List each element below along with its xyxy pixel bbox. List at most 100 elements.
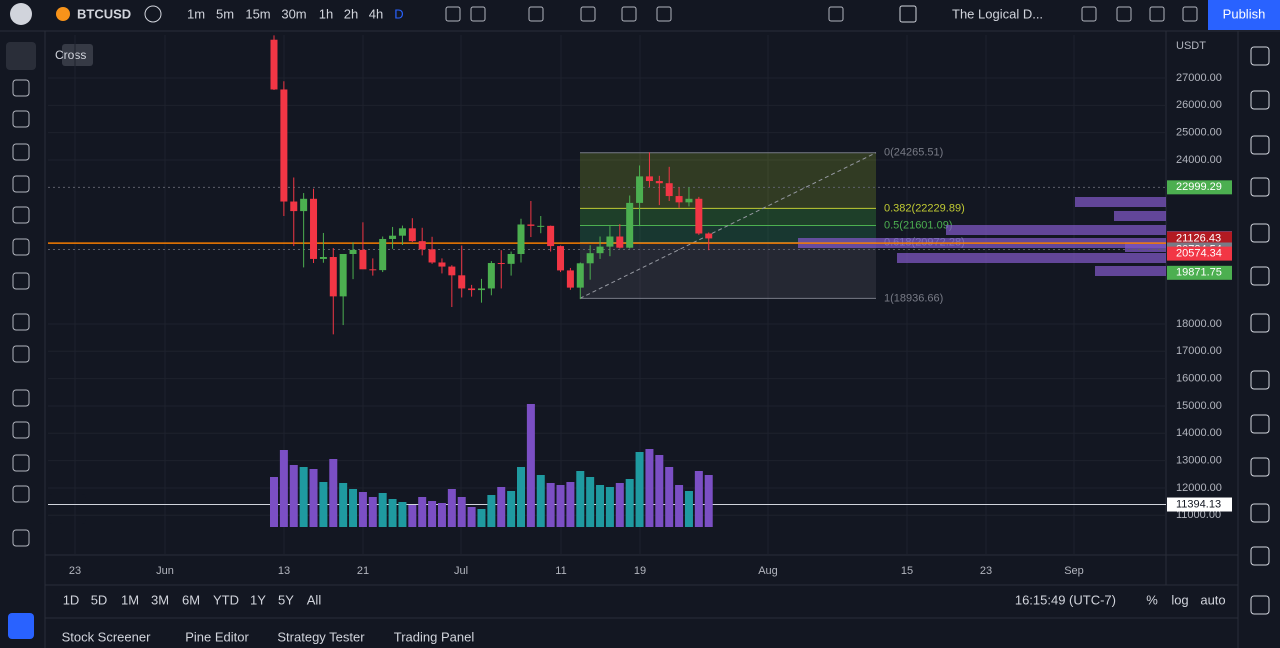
candle-body [655, 181, 663, 184]
x-tick-label: Aug [758, 565, 778, 577]
range-button[interactable]: 1M [121, 592, 139, 607]
volume-bar [704, 475, 713, 527]
publish-button[interactable] [1208, 0, 1280, 30]
panel-tab[interactable]: Strategy Tester [277, 629, 365, 644]
x-tick-label: 23 [980, 565, 992, 577]
toolbar-icon[interactable] [580, 6, 596, 22]
range-button[interactable]: 3M [151, 592, 169, 607]
sidebar-icon[interactable] [1250, 90, 1270, 110]
interval[interactable]: 2h [344, 6, 358, 21]
panel-tab[interactable]: Trading Panel [394, 629, 475, 644]
sidebar-icon[interactable] [1250, 370, 1270, 390]
toolbar-icon[interactable] [1081, 6, 1097, 22]
toolbar-icon[interactable] [445, 6, 461, 22]
currency[interactable]: USDT [1176, 40, 1206, 52]
toolbar-icon[interactable] [621, 6, 637, 22]
tool-icon[interactable] [12, 79, 30, 97]
fib-label: 1(18936.66) [884, 292, 943, 304]
tool-icon[interactable] [12, 389, 30, 407]
volume-bar [615, 483, 624, 527]
tool-icon[interactable] [12, 421, 30, 439]
cross-tool[interactable] [6, 42, 36, 70]
toolbar-icon[interactable] [470, 6, 486, 22]
range-button[interactable]: YTD [213, 592, 239, 607]
candle-body [270, 39, 278, 90]
sidebar-icon[interactable] [1250, 503, 1270, 523]
price-tag-label: 21126.43 [1176, 232, 1221, 244]
y-tick-label: 25000.00 [1176, 127, 1222, 139]
volume-bar [546, 483, 555, 527]
tool-icon[interactable] [12, 175, 30, 193]
interval[interactable]: 5m [216, 6, 234, 21]
candle-body [675, 196, 683, 203]
star-button[interactable] [8, 613, 34, 639]
interval[interactable]: 1h [319, 6, 333, 21]
range-button[interactable]: 1Y [250, 592, 266, 607]
volume-bar [576, 471, 585, 527]
panel-tab[interactable]: Stock Screener [62, 629, 152, 644]
interval[interactable]: 15m [245, 6, 270, 21]
sidebar-icon[interactable] [1250, 266, 1270, 286]
tool-icon[interactable] [12, 345, 30, 363]
panel-tab[interactable]: Pine Editor [185, 629, 249, 644]
volume-bar [586, 477, 595, 527]
tool-icon[interactable] [12, 485, 30, 503]
price-tag [1167, 265, 1232, 280]
sidebar-icon[interactable] [1250, 223, 1270, 243]
interval[interactable]: 4h [369, 6, 383, 21]
scale-option[interactable]: log [1171, 592, 1188, 607]
candle-body [339, 254, 347, 297]
sidebar-icon[interactable] [1250, 177, 1270, 197]
candle-body [290, 201, 298, 212]
toolbar-icon[interactable] [1116, 6, 1132, 22]
tool-icon[interactable] [12, 238, 30, 256]
scale-option[interactable]: % [1146, 592, 1158, 607]
scale-option[interactable]: auto [1200, 592, 1225, 607]
interval[interactable]: 1m [187, 6, 205, 21]
toolbar-icon[interactable] [1182, 6, 1198, 22]
sidebar-icon[interactable] [1250, 135, 1270, 155]
range-button[interactable]: 5Y [278, 592, 294, 607]
candle-body [389, 235, 397, 239]
tool-icon[interactable] [12, 110, 30, 128]
candle-body [319, 257, 327, 259]
tool-icon[interactable] [12, 454, 30, 472]
volume-bar [684, 491, 693, 527]
tool-icon[interactable] [12, 313, 30, 331]
toolbar-icon[interactable] [828, 6, 844, 22]
tool-icon[interactable] [12, 206, 30, 224]
tool-icon[interactable] [12, 272, 30, 290]
add-symbol[interactable] [144, 5, 162, 23]
sidebar-icon[interactable] [1250, 46, 1270, 66]
toolbar-icon[interactable] [528, 6, 544, 22]
candle-body [487, 263, 495, 289]
layout-icon[interactable] [899, 5, 917, 23]
toolbar-icon[interactable] [656, 6, 672, 22]
interval[interactable]: 30m [281, 6, 306, 21]
price-tag-label: 11394.13 [1176, 498, 1221, 510]
interval[interactable]: D [394, 6, 403, 21]
sidebar-icon[interactable] [1250, 595, 1270, 615]
sidebar-icon[interactable] [1250, 313, 1270, 333]
sidebar-icon[interactable] [1250, 457, 1270, 477]
volume-bar [694, 471, 703, 527]
tool-icon[interactable] [12, 529, 30, 547]
range-button[interactable]: 6M [182, 592, 200, 607]
layout-name[interactable]: The Logical D... [952, 6, 1043, 21]
sidebar-icon[interactable] [1250, 414, 1270, 434]
range-button[interactable]: 1D [63, 592, 80, 607]
range-button[interactable]: All [307, 592, 322, 607]
volume-bar [378, 493, 387, 527]
y-tick-label: 16000.00 [1176, 373, 1222, 385]
sidebar-icon[interactable] [1250, 546, 1270, 566]
tool-icon[interactable] [12, 143, 30, 161]
volume-bar [665, 467, 674, 527]
symbol[interactable]: BTCUSD [77, 6, 131, 21]
x-tick-label: Jun [156, 565, 174, 577]
range-button[interactable]: 5D [91, 592, 108, 607]
logo[interactable] [10, 3, 32, 25]
toolbar-icon[interactable] [1149, 6, 1165, 22]
candle-body [616, 236, 624, 248]
x-tick-label: Sep [1064, 565, 1084, 577]
volume-bar [270, 477, 278, 527]
